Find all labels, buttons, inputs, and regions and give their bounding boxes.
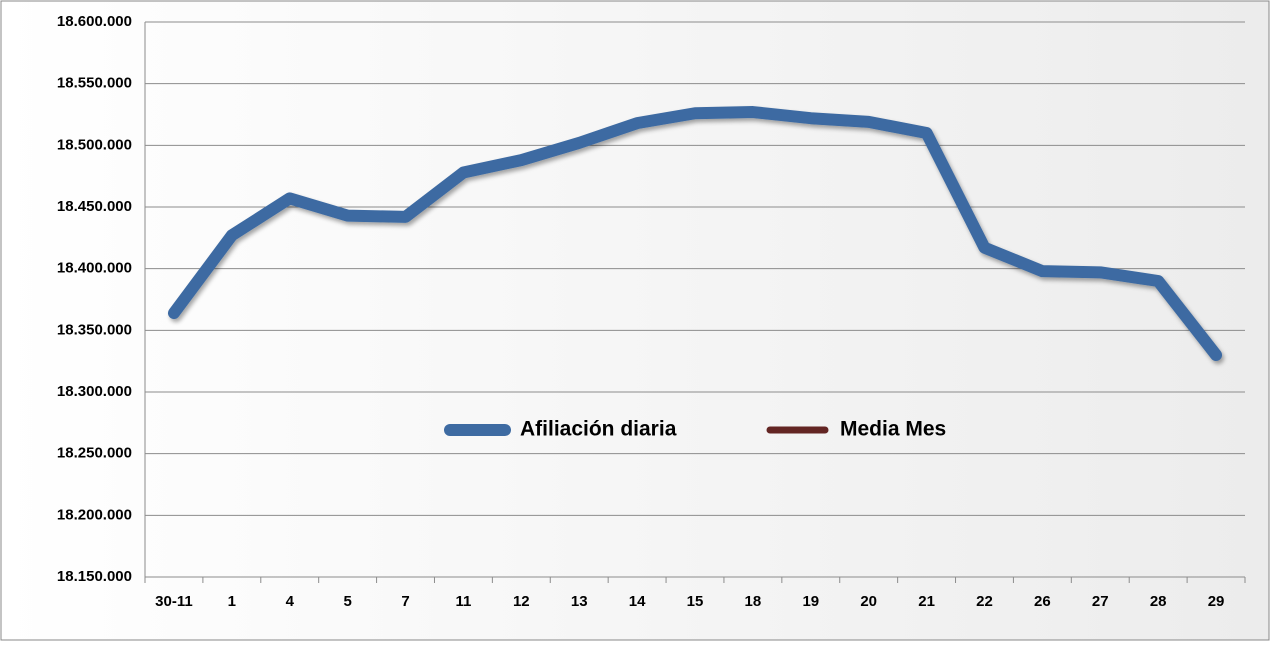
x-tick-label: 18 (745, 593, 762, 610)
x-tick-label: 13 (571, 593, 588, 610)
y-tick-label: 18.300.000 (57, 383, 132, 400)
x-tick-label: 29 (1208, 593, 1225, 610)
x-tick-label: 11 (455, 593, 471, 610)
y-tick-label: 18.600.000 (57, 13, 132, 30)
x-tick-label: 5 (343, 593, 351, 610)
y-tick-label: 18.200.000 (57, 506, 132, 523)
x-tick-label: 22 (976, 593, 993, 610)
x-tick-label: 21 (918, 593, 935, 610)
x-tick-label: 30-11 (155, 593, 193, 610)
x-tick-label: 19 (802, 593, 819, 610)
x-tick-label: 7 (401, 593, 409, 610)
series-line (167, 106, 1223, 361)
x-tick-label: 4 (286, 593, 295, 610)
x-tick-label: 27 (1092, 593, 1109, 610)
y-tick-label: 18.400.000 (57, 260, 132, 277)
y-tick-label: 18.550.000 (57, 75, 132, 92)
y-tick-label: 18.150.000 (57, 568, 132, 585)
x-tick-label: 14 (629, 593, 646, 610)
y-tick-label: 18.450.000 (57, 198, 132, 215)
x-tick-label: 26 (1034, 593, 1051, 610)
legend-label: Afiliación diaria (520, 418, 677, 441)
y-tick-label: 18.350.000 (57, 321, 132, 338)
x-tick-label: 15 (687, 593, 704, 610)
legend-label: Media Mes (840, 418, 946, 441)
x-tick-label: 12 (513, 593, 530, 610)
y-tick-label: 18.500.000 (57, 136, 132, 153)
x-tick-label: 20 (860, 593, 877, 610)
y-tick-label: 18.250.000 (57, 445, 132, 462)
x-tick-label: 1 (228, 593, 236, 610)
x-tick-label: 28 (1150, 593, 1167, 610)
